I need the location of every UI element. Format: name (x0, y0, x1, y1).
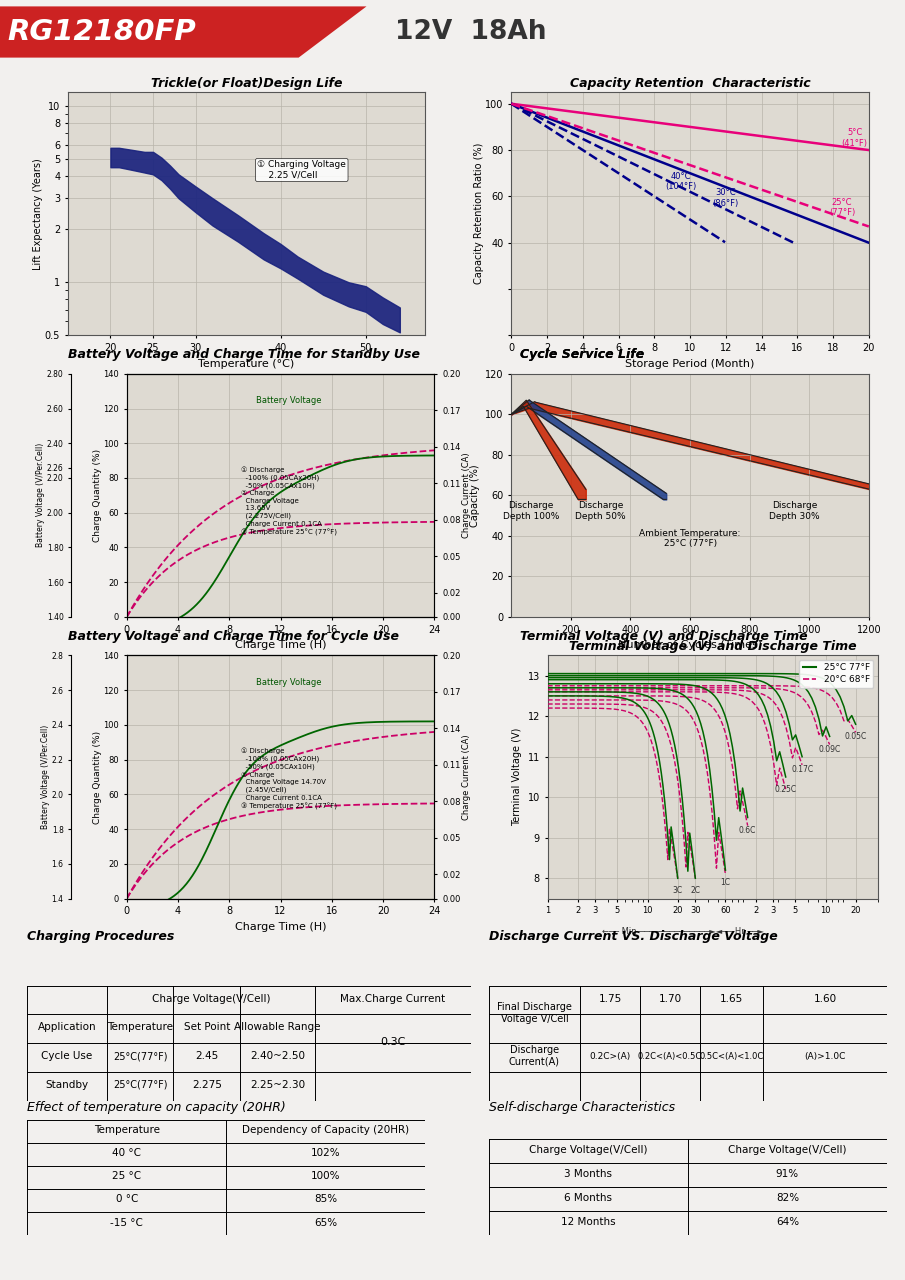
Text: Effect of temperature on capacity (20HR): Effect of temperature on capacity (20HR) (27, 1101, 286, 1114)
Y-axis label: Charge Current (CA): Charge Current (CA) (462, 735, 471, 819)
Text: Discharge
Depth 30%: Discharge Depth 30% (769, 502, 820, 521)
Text: 0.3C: 0.3C (380, 1037, 405, 1047)
Y-axis label: Battery Voltage (V/Per.Cell): Battery Voltage (V/Per.Cell) (36, 443, 45, 548)
Text: Charging Procedures: Charging Procedures (27, 931, 175, 943)
Text: 5°C
(41°F): 5°C (41°F) (842, 128, 868, 147)
Text: Ambient Temperature:
25°C (77°F): Ambient Temperature: 25°C (77°F) (639, 529, 741, 548)
Text: Battery Voltage: Battery Voltage (256, 396, 321, 404)
X-axis label: Charge Time (H): Charge Time (H) (234, 922, 327, 932)
Text: 1.65: 1.65 (720, 993, 743, 1004)
Text: Discharge Current VS. Discharge Voltage: Discharge Current VS. Discharge Voltage (489, 931, 777, 943)
Text: 12 Months: 12 Months (561, 1217, 615, 1228)
Text: Charge Voltage(V/Cell): Charge Voltage(V/Cell) (729, 1146, 846, 1155)
Text: Cycle Service Life: Cycle Service Life (520, 348, 644, 361)
Y-axis label: Charge Quantity (%): Charge Quantity (%) (93, 731, 102, 823)
Text: Charge Voltage(V/Cell): Charge Voltage(V/Cell) (529, 1146, 647, 1155)
Text: -15 °C: -15 °C (110, 1217, 143, 1228)
Text: Discharge
Depth 100%: Discharge Depth 100% (502, 502, 559, 521)
Text: 0.09C: 0.09C (818, 745, 841, 754)
Text: Terminal Voltage (V) and Discharge Time: Terminal Voltage (V) and Discharge Time (520, 630, 808, 643)
Text: 12V  18Ah: 12V 18Ah (395, 19, 547, 45)
Text: 64%: 64% (776, 1217, 799, 1228)
Text: 91%: 91% (776, 1169, 799, 1179)
Title: Trickle(or Float)Design Life: Trickle(or Float)Design Life (151, 77, 342, 90)
Y-axis label: Battery Voltage (V/Per.Cell): Battery Voltage (V/Per.Cell) (42, 724, 51, 829)
Text: 40 °C: 40 °C (112, 1148, 141, 1158)
X-axis label: Storage Period (Month): Storage Period (Month) (625, 358, 755, 369)
Text: Discharge
Current(A): Discharge Current(A) (509, 1046, 560, 1068)
Text: Final Discharge
Voltage V/Cell: Final Discharge Voltage V/Cell (497, 1002, 572, 1024)
Text: 2.25~2.30: 2.25~2.30 (250, 1080, 305, 1091)
Text: 25 °C: 25 °C (112, 1171, 141, 1181)
Text: 65%: 65% (314, 1217, 338, 1228)
Text: 3 Months: 3 Months (564, 1169, 613, 1179)
Text: 1.60: 1.60 (814, 993, 837, 1004)
Text: 1.75: 1.75 (598, 993, 622, 1004)
Legend: 25°C 77°F, 20°C 68°F: 25°C 77°F, 20°C 68°F (799, 660, 873, 687)
Polygon shape (0, 6, 367, 58)
Text: 100%: 100% (311, 1171, 340, 1181)
Text: 40°C
(104°F): 40°C (104°F) (665, 172, 697, 192)
X-axis label: Temperature (°C): Temperature (°C) (198, 358, 295, 369)
Text: 2.275: 2.275 (192, 1080, 222, 1091)
Text: RG12180FP: RG12180FP (7, 18, 196, 46)
Text: ① Discharge
  -100% (0.05CAx20H)
  -50% (0.05CAx10H)
② Charge
  Charge Voltage 1: ① Discharge -100% (0.05CAx20H) -50% (0.0… (241, 748, 337, 810)
Text: 30°C
(86°F): 30°C (86°F) (712, 188, 739, 207)
Y-axis label: Lift Expectancy (Years): Lift Expectancy (Years) (33, 157, 43, 270)
Y-axis label: Charge Quantity (%): Charge Quantity (%) (93, 449, 102, 541)
Text: 0.2C>(A): 0.2C>(A) (589, 1052, 631, 1061)
Y-axis label: Capacity (%): Capacity (%) (470, 465, 480, 526)
Text: 25°C
(77°F): 25°C (77°F) (829, 197, 855, 216)
Text: Max.Charge Current: Max.Charge Current (340, 993, 445, 1004)
Text: 25°C(77°F): 25°C(77°F) (113, 1051, 167, 1061)
Text: (A)>1.0C: (A)>1.0C (805, 1052, 846, 1061)
Text: 0.6C: 0.6C (739, 826, 757, 835)
Text: 25°C(77°F): 25°C(77°F) (113, 1080, 167, 1091)
Text: 1C: 1C (720, 878, 730, 887)
Text: 2C: 2C (691, 886, 700, 896)
Y-axis label: Terminal Voltage (V): Terminal Voltage (V) (512, 728, 522, 826)
Text: 0.2C<(A)<0.5C: 0.2C<(A)<0.5C (638, 1052, 702, 1061)
Y-axis label: Charge Current (CA): Charge Current (CA) (462, 453, 471, 538)
Text: ←── Min ──────────────►◄── Hr ──►: ←── Min ──────────────►◄── Hr ──► (602, 927, 764, 936)
Text: ① Discharge
  -100% (0.05CAx20H)
  -50% (0.05CAx10H)
② Charge
  Charge Voltage
 : ① Discharge -100% (0.05CAx20H) -50% (0.0… (241, 466, 337, 535)
Text: Standby: Standby (45, 1080, 89, 1091)
X-axis label: Charge Time (H): Charge Time (H) (234, 640, 327, 650)
Text: Temperature: Temperature (94, 1125, 159, 1135)
Text: Charge Voltage(V/Cell): Charge Voltage(V/Cell) (152, 993, 271, 1004)
Text: Battery Voltage and Charge Time for Cycle Use: Battery Voltage and Charge Time for Cycl… (68, 630, 399, 643)
Text: 1.70: 1.70 (658, 993, 681, 1004)
Text: 102%: 102% (311, 1148, 340, 1158)
Text: Dependency of Capacity (20HR): Dependency of Capacity (20HR) (243, 1125, 409, 1135)
X-axis label: Number of Cycles (Times): Number of Cycles (Times) (618, 640, 762, 650)
Text: ① Charging Voltage
    2.25 V/Cell: ① Charging Voltage 2.25 V/Cell (257, 160, 347, 179)
Text: 3C: 3C (672, 886, 682, 896)
Text: 0 °C: 0 °C (116, 1194, 138, 1204)
Y-axis label: Capacity Retention Ratio (%): Capacity Retention Ratio (%) (474, 143, 484, 284)
Text: 0.05C: 0.05C (844, 732, 867, 741)
Title: Capacity Retention  Characteristic: Capacity Retention Characteristic (570, 77, 810, 90)
Text: Self-discharge Characteristics: Self-discharge Characteristics (489, 1101, 675, 1114)
Text: Allowable Range: Allowable Range (234, 1023, 321, 1033)
Text: 85%: 85% (314, 1194, 338, 1204)
Text: 82%: 82% (776, 1193, 799, 1203)
Text: 0.5C<(A)<1.0C: 0.5C<(A)<1.0C (700, 1052, 764, 1061)
Text: Cycle Service Life: Cycle Service Life (520, 348, 644, 361)
Text: 2.40~2.50: 2.40~2.50 (250, 1051, 305, 1061)
Text: Set Point: Set Point (184, 1023, 230, 1033)
Title: Terminal Voltage (V) and Discharge Time: Terminal Voltage (V) and Discharge Time (569, 640, 856, 653)
Text: 6 Months: 6 Months (564, 1193, 613, 1203)
Text: 2.45: 2.45 (195, 1051, 218, 1061)
Text: 0.17C: 0.17C (791, 765, 814, 774)
Text: Temperature: Temperature (107, 1023, 173, 1033)
Text: 0.25C: 0.25C (775, 785, 796, 794)
Text: Battery Voltage: Battery Voltage (256, 677, 321, 686)
Text: Application: Application (38, 1023, 96, 1033)
Text: Discharge
Depth 50%: Discharge Depth 50% (576, 502, 626, 521)
Text: Cycle Use: Cycle Use (42, 1051, 92, 1061)
Text: Battery Voltage and Charge Time for Standby Use: Battery Voltage and Charge Time for Stan… (68, 348, 420, 361)
